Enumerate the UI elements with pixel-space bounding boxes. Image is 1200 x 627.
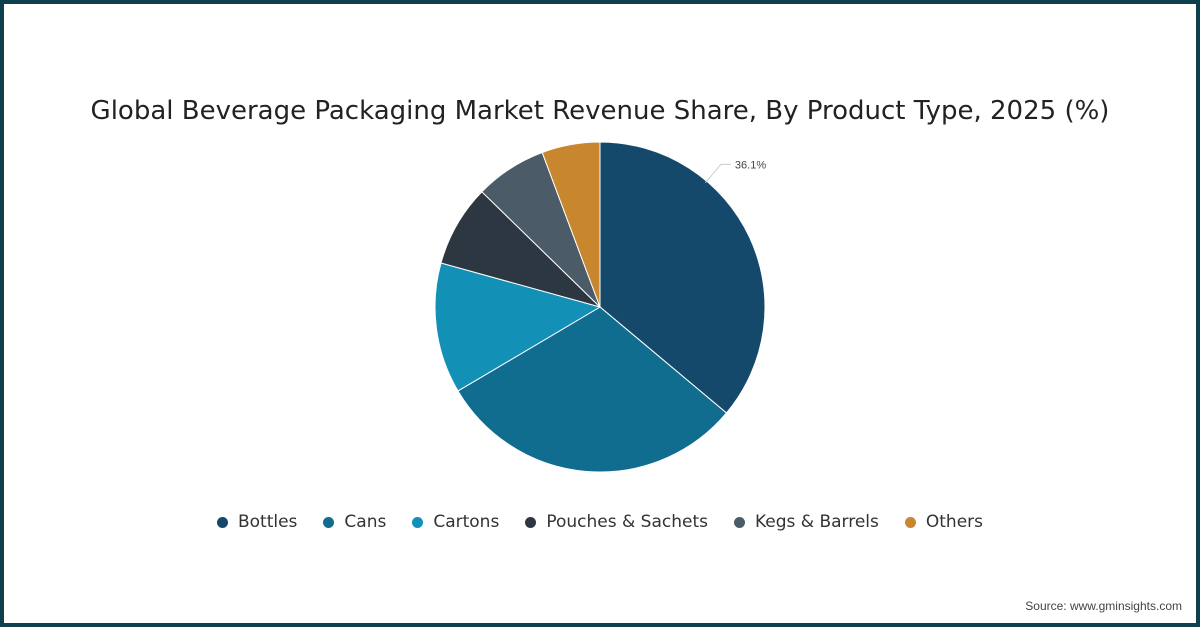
legend-item: Cans <box>323 512 386 532</box>
pie-slice-cans <box>457 306 728 473</box>
pie-slice-others <box>541 141 601 308</box>
legend-label: Pouches & Sachets <box>546 512 708 532</box>
legend-item: Kegs & Barrels <box>733 512 879 532</box>
legend-item: Pouches & Sachets <box>525 512 708 532</box>
legend-dot-icon <box>216 516 228 528</box>
legend-dot-icon <box>733 516 745 528</box>
data-label: 36.1% <box>735 159 766 171</box>
legend-dot-icon <box>904 516 916 528</box>
pie-slice-cartons <box>434 262 602 392</box>
pie-chart: 36.1% <box>434 141 766 473</box>
legend-item: Others <box>904 512 984 532</box>
data-label-leader <box>705 163 731 183</box>
legend-dot-icon <box>412 516 424 528</box>
legend-label: Bottles <box>237 512 298 532</box>
legend-label: Cartons <box>433 512 500 532</box>
pie-slice-bottles <box>599 141 766 414</box>
legend-item: Cartons <box>412 512 499 532</box>
legend: Bottles Cans Cartons Pouches & Sachets Kegs … <box>4 512 1196 532</box>
legend-label: Others <box>925 512 984 532</box>
legend-item: Bottles <box>216 512 298 532</box>
legend-label: Kegs & Barrels <box>754 512 879 532</box>
source-text: Source: www.gminsights.com <box>1025 599 1182 613</box>
legend-dot-icon <box>525 516 537 528</box>
legend-dot-icon <box>323 516 335 528</box>
chart-title: Global Beverage Packaging Market Revenue… <box>90 96 1110 126</box>
legend-label: Cans <box>344 512 387 532</box>
